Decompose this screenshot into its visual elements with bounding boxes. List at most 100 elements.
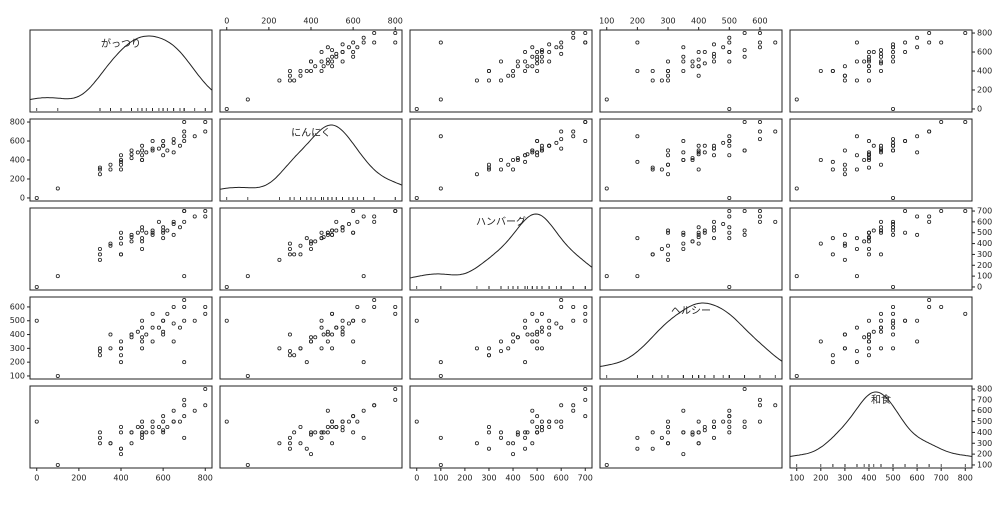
point xyxy=(742,48,747,53)
variable-label: がっつり xyxy=(101,37,141,50)
point xyxy=(351,339,356,344)
point xyxy=(523,430,528,435)
point xyxy=(696,232,701,237)
point xyxy=(330,332,335,337)
point xyxy=(583,414,588,419)
point xyxy=(830,236,835,241)
point xyxy=(866,78,871,83)
point xyxy=(702,150,707,155)
x-tick-label: 800 xyxy=(198,474,213,483)
point xyxy=(866,252,871,257)
point xyxy=(515,432,520,437)
point xyxy=(927,129,932,134)
point xyxy=(287,241,292,246)
point xyxy=(842,243,847,248)
point xyxy=(150,148,155,153)
point xyxy=(140,430,145,435)
x-tick-label: 300 xyxy=(660,17,675,26)
point xyxy=(727,230,732,235)
point xyxy=(165,148,170,153)
point xyxy=(140,239,145,244)
point xyxy=(277,441,282,446)
x-tick-label: 100 xyxy=(433,474,448,483)
point xyxy=(486,69,491,74)
point xyxy=(915,45,920,50)
point xyxy=(135,329,140,334)
point xyxy=(171,137,176,142)
point xyxy=(571,403,576,408)
point xyxy=(511,73,516,78)
point xyxy=(119,430,124,435)
point xyxy=(156,424,161,429)
point xyxy=(559,146,564,151)
point xyxy=(182,304,187,309)
point xyxy=(97,167,102,172)
point xyxy=(742,387,747,392)
point xyxy=(346,321,351,326)
point xyxy=(150,311,155,316)
point xyxy=(165,424,170,429)
point xyxy=(891,346,896,351)
point xyxy=(372,403,377,408)
point xyxy=(203,304,208,309)
point xyxy=(666,78,671,83)
point xyxy=(721,222,726,227)
point xyxy=(650,446,655,451)
point xyxy=(414,195,419,200)
point xyxy=(727,424,732,429)
y-tick-label: 500 xyxy=(10,316,25,325)
point xyxy=(915,134,920,139)
point xyxy=(727,419,732,424)
point xyxy=(129,335,134,340)
x-tick-label: 400 xyxy=(505,474,520,483)
point xyxy=(498,157,503,162)
point xyxy=(319,236,324,241)
point xyxy=(372,219,377,224)
point xyxy=(97,252,102,257)
point xyxy=(879,252,884,257)
point xyxy=(340,318,345,323)
point xyxy=(108,243,113,248)
point xyxy=(635,274,640,279)
point xyxy=(727,236,732,241)
point xyxy=(583,120,588,125)
density-curve xyxy=(789,391,973,457)
point xyxy=(277,78,282,83)
point xyxy=(330,228,335,233)
point xyxy=(696,441,701,446)
point xyxy=(547,424,552,429)
point xyxy=(854,78,859,83)
point xyxy=(511,339,516,344)
point xyxy=(891,45,896,50)
variable-label: ヘルシー xyxy=(671,306,711,317)
point xyxy=(854,349,859,354)
point xyxy=(711,219,716,224)
point xyxy=(313,335,318,340)
point xyxy=(903,40,908,45)
point xyxy=(547,332,552,337)
point xyxy=(757,209,762,214)
point xyxy=(866,332,871,337)
point xyxy=(525,430,530,435)
point xyxy=(681,230,686,235)
point xyxy=(511,441,516,446)
point xyxy=(97,172,102,177)
point xyxy=(583,304,588,309)
point xyxy=(721,45,726,50)
point xyxy=(34,195,39,200)
point xyxy=(559,304,564,309)
point xyxy=(304,236,309,241)
point xyxy=(927,298,932,303)
point xyxy=(711,225,716,230)
point xyxy=(891,232,896,237)
point xyxy=(690,157,695,162)
point xyxy=(161,419,166,424)
point xyxy=(903,318,908,323)
point xyxy=(330,59,335,64)
point xyxy=(879,48,884,53)
point xyxy=(34,318,39,323)
point xyxy=(866,235,871,240)
point xyxy=(539,311,544,316)
point xyxy=(292,78,297,83)
point xyxy=(757,120,762,125)
